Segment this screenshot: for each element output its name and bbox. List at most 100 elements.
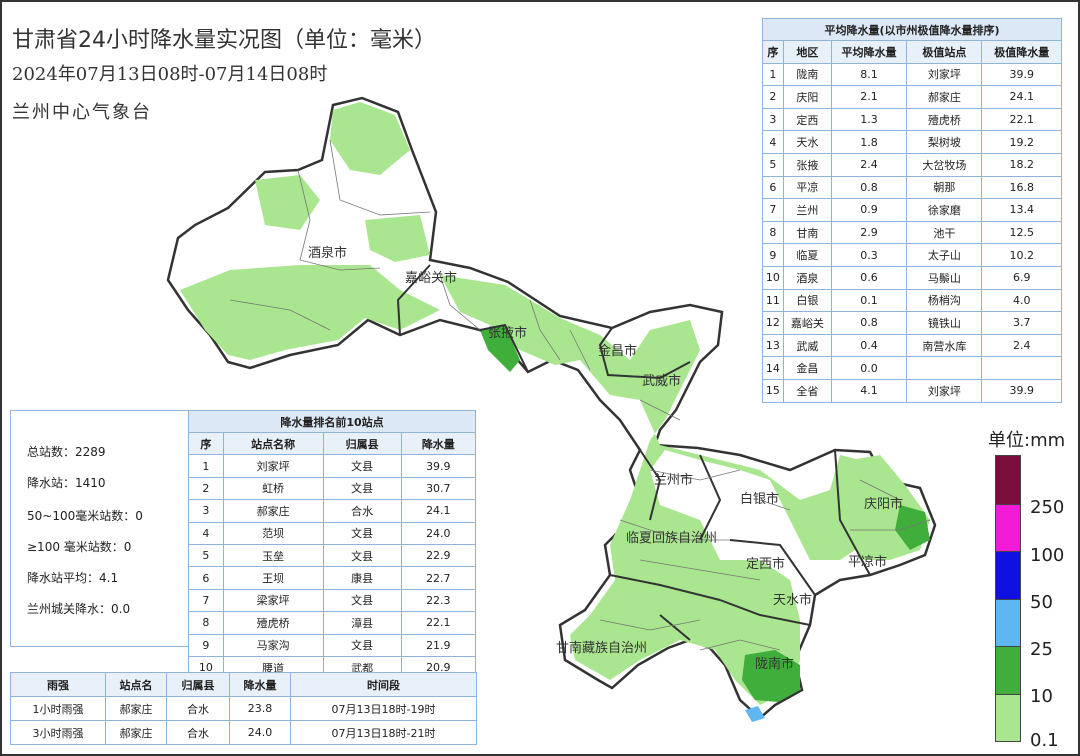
- label-jinchang: 金昌市: [598, 343, 637, 359]
- rain-table-row-cell: 23.8: [229, 696, 291, 721]
- top-table-row-cell: 文县: [322, 454, 402, 478]
- avg-table-row-cell: 0.4: [830, 333, 908, 358]
- avg-table-row-cell: 4: [762, 130, 784, 154]
- avg-table-row-cell: 白银: [782, 288, 832, 313]
- avg-table-row-cell: 武威: [782, 333, 832, 358]
- summary-rain: 降水站：1410: [27, 476, 106, 490]
- top-table-row: 2 虹桥 文县 30.7: [188, 476, 477, 501]
- rain-col-county: 归属县: [166, 672, 230, 697]
- avg-table-row: 9 临夏 0.3 太子山 10.2: [762, 243, 1062, 267]
- label-dingxi: 定西市: [746, 556, 785, 572]
- label-wuwei: 武威市: [642, 373, 681, 389]
- avg-table-header: 序 地区 平均降水量 极值站点 极值降水量: [762, 40, 1062, 64]
- rain-table-row-cell: 24.0: [229, 720, 291, 745]
- rain-table-header: 雨强 站点名 归属县 降水量 时间段: [10, 672, 477, 697]
- legend-label-50: 50: [1030, 592, 1053, 613]
- rain-table-row-cell: 郝家庄: [105, 720, 167, 745]
- avg-table-row-cell: 全省: [782, 378, 832, 403]
- avg-table-row-cell: 13: [762, 333, 784, 358]
- avg-table-row: 7 兰州 0.9 徐家磨 13.4: [762, 198, 1062, 222]
- top-table-row-cell: 22.1: [400, 611, 477, 635]
- top-table-row-cell: 24.1: [400, 499, 477, 523]
- avg-table-row-cell: 梨树坡: [906, 130, 983, 154]
- top-table-row-cell: 马家沟: [222, 633, 324, 657]
- rain-intensity-table: 雨强 站点名 归属县 降水量 时间段 1小时雨强 郝家庄 合水 23.8 07月13日1…: [10, 672, 477, 745]
- legend-swatch: [996, 598, 1020, 646]
- avg-table-row: 3 定西 1.3 殪虎桥 22.1: [762, 107, 1062, 132]
- avg-table-row-cell: 16.8: [981, 175, 1062, 200]
- avg-table-row: 1 陇南 8.1 刘家坪 39.9: [762, 62, 1062, 87]
- rain-table-row-cell: 合水: [166, 696, 230, 721]
- avg-table-row-cell: [981, 356, 1062, 380]
- avg-table-row-cell: 平凉: [782, 175, 832, 200]
- avg-table-row-cell: 7: [762, 198, 784, 222]
- avg-table-row-cell: 9: [762, 243, 784, 267]
- top-table-row-cell: 7: [188, 588, 224, 613]
- top-table-row-cell: 39.9: [400, 454, 477, 478]
- top-col-index: 序: [188, 431, 224, 456]
- legend-swatch: [996, 503, 1020, 551]
- avg-table-row-cell: 22.1: [981, 107, 1062, 132]
- label-linxia: 临夏回族自治州: [626, 530, 717, 546]
- top-table-row: 7 梁家坪 文县 22.3: [188, 588, 477, 613]
- avg-table-row-cell: 郝家庄: [906, 85, 983, 109]
- top-table-row: 3 郝家庄 合水 24.1: [188, 499, 477, 523]
- avg-table-row-cell: 镜铁山: [906, 311, 983, 335]
- avg-table-row-cell: 6: [762, 175, 784, 200]
- top-table-row-cell: 文县: [322, 543, 402, 568]
- avg-table-row-cell: 11: [762, 288, 784, 313]
- issuing-organization: 兰州中心气象台: [12, 102, 152, 123]
- avg-table-row-cell: 1.3: [830, 107, 908, 132]
- average-precip-table: 平均降水量(以市州极值降水量排序) 序 地区 平均降水量 极值站点 极值降水量 …: [762, 18, 1062, 403]
- top-table-row: 1 刘家坪 文县 39.9: [188, 454, 477, 478]
- avg-table-row: 14 金昌 0.0: [762, 356, 1062, 380]
- avg-table-row-cell: [906, 356, 983, 380]
- avg-table-row: 10 酒泉 0.6 马鬃山 6.9: [762, 265, 1062, 290]
- avg-col-region: 地区: [782, 40, 832, 64]
- legend-label-25: 25: [1030, 639, 1053, 660]
- top-table-row-cell: 22.9: [400, 543, 477, 568]
- top-table-row-cell: 9: [188, 633, 224, 657]
- summary-lanzhou-chengguan: 兰州城关降水：0.0: [27, 602, 131, 616]
- avg-table-row-cell: 14: [762, 356, 784, 380]
- top-table-row: 9 马家沟 文县 21.9: [188, 633, 477, 657]
- rain-table-row-cell: 合水: [166, 720, 230, 745]
- avg-table-row-cell: 池干: [906, 220, 983, 245]
- precip-legend: [995, 455, 1021, 742]
- rain-col-station: 站点名: [105, 672, 167, 697]
- avg-table-row-cell: 0.8: [830, 311, 908, 335]
- avg-table-row-cell: 8: [762, 220, 784, 245]
- avg-table-row-cell: 19.2: [981, 130, 1062, 154]
- avg-table-row-cell: 0.0: [830, 356, 908, 380]
- avg-table-row-cell: 2.9: [830, 220, 908, 245]
- rain-table-row: 3小时雨强 郝家庄 合水 24.0 07月13日18时-21时: [10, 720, 477, 745]
- top-table-row-cell: 刘家坪: [222, 454, 324, 478]
- avg-table-row: 6 平凉 0.8 朝那 16.8: [762, 175, 1062, 200]
- rain-table-row: 1小时雨强 郝家庄 合水 23.8 07月13日18时-19时: [10, 696, 477, 721]
- top-table-row-cell: 1: [188, 454, 224, 478]
- avg-table-row-cell: 刘家坪: [906, 378, 983, 403]
- rain-table-row-cell: 07月13日18时-19时: [290, 696, 477, 721]
- avg-table-row-cell: 12: [762, 311, 784, 335]
- summary-50-100: 50~100毫米站数：0: [27, 509, 143, 523]
- label-tianshui: 天水市: [773, 592, 812, 608]
- avg-col-avg: 平均降水量: [830, 40, 908, 64]
- rain-table-row-cell: 3小时雨强: [10, 720, 106, 745]
- avg-table-row-cell: 殪虎桥: [906, 107, 983, 132]
- avg-table-row-cell: 0.9: [830, 198, 908, 222]
- avg-table-row-cell: 定西: [782, 107, 832, 132]
- top-table-row-cell: 3: [188, 499, 224, 523]
- avg-table-row: 13 武威 0.4 南营水库 2.4: [762, 333, 1062, 358]
- avg-table-row-cell: 张掖: [782, 152, 832, 177]
- avg-table-row-cell: 嘉峪关: [782, 311, 832, 335]
- summary-over-100: ≥100 毫米站数：0: [27, 540, 132, 554]
- top-table-row-cell: 6: [188, 566, 224, 590]
- avg-table-row-cell: 4.1: [830, 378, 908, 403]
- station-summary: 总站数：2289 降水站：1410 50~100毫米站数：0 ≥100 毫米站数…: [10, 410, 188, 647]
- county-boundaries: [229, 139, 931, 651]
- top-table-caption: 降水量排名前10站点: [188, 410, 476, 433]
- label-longnan: 陇南市: [755, 656, 794, 672]
- top-table-row-cell: 24.0: [400, 521, 477, 545]
- top-col-station: 站点名称: [222, 431, 324, 456]
- top-table-row-cell: 漳县: [322, 611, 402, 635]
